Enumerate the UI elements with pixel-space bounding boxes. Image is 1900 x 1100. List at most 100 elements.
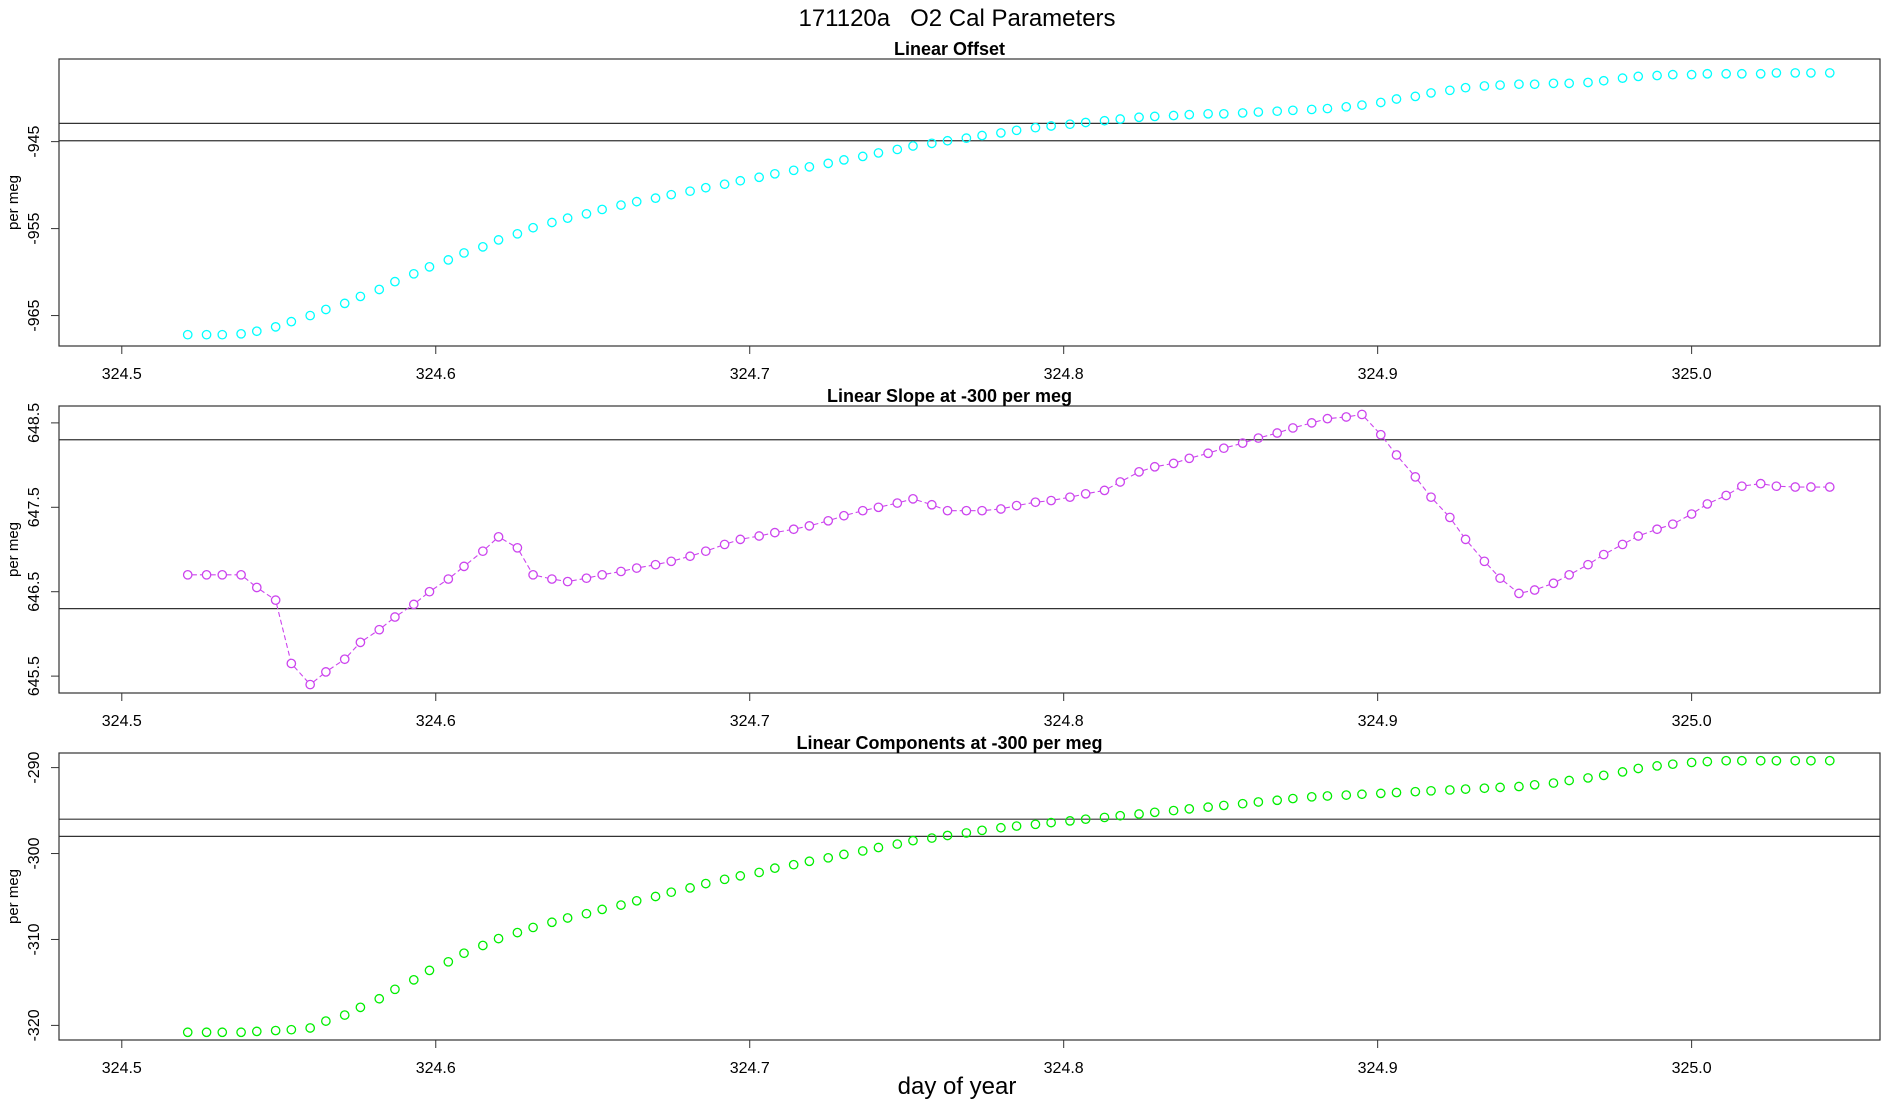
plot-frame xyxy=(58,752,1881,1041)
y-tick-label: -945 xyxy=(26,126,43,158)
panel-title: Linear Offset xyxy=(894,39,1005,59)
data-point xyxy=(1288,423,1298,433)
x-tick-label: 324.7 xyxy=(730,366,770,383)
series-line-segment xyxy=(640,564,652,568)
series-line-segment xyxy=(935,505,944,510)
series-line-segment xyxy=(624,568,633,572)
series-line-segment xyxy=(485,539,496,549)
data-point xyxy=(1790,482,1801,492)
data-point xyxy=(1115,477,1126,487)
data-point xyxy=(1633,763,1644,774)
series-line-segment xyxy=(1486,564,1498,576)
data-point xyxy=(754,172,764,183)
series-line-segment xyxy=(1020,502,1032,506)
data-point xyxy=(996,822,1006,833)
series-line-segment xyxy=(276,604,291,660)
data-point xyxy=(926,833,937,843)
data-point xyxy=(804,521,815,531)
series-line-segment xyxy=(1211,448,1220,453)
data-point xyxy=(839,510,849,521)
data-point xyxy=(478,940,488,951)
data-point xyxy=(286,658,297,669)
series-line-segment xyxy=(1193,453,1205,458)
data-point xyxy=(1065,492,1075,503)
data-point xyxy=(1410,91,1421,102)
data-point xyxy=(650,891,661,902)
series-line-segment xyxy=(1142,467,1151,472)
y-tick-label: -955 xyxy=(26,212,43,244)
x-tick-label: 324.6 xyxy=(416,366,456,383)
series-line-segment xyxy=(882,503,894,507)
data-point xyxy=(182,1027,193,1038)
series-line-segment xyxy=(916,499,928,505)
data-point xyxy=(251,326,262,337)
series-line-segment xyxy=(382,619,393,628)
data-point xyxy=(1806,755,1816,766)
series-line-segment xyxy=(501,538,515,547)
data-point xyxy=(1341,412,1352,422)
data-point xyxy=(700,182,711,193)
data-point xyxy=(1702,756,1713,767)
data-point xyxy=(1514,781,1524,792)
series-line-segment xyxy=(590,575,599,578)
series-line-segment xyxy=(1398,457,1414,475)
series-line-segment xyxy=(1382,437,1395,452)
data-point xyxy=(217,569,228,580)
data-point xyxy=(305,310,316,321)
series-line-segment xyxy=(1296,423,1308,428)
series-line-segment xyxy=(813,521,825,526)
data-point xyxy=(1755,755,1766,766)
data-point xyxy=(1479,81,1490,91)
data-point xyxy=(1617,73,1628,83)
data-point xyxy=(1737,755,1747,766)
data-point xyxy=(478,546,488,557)
data-point xyxy=(1391,787,1402,798)
data-point xyxy=(1237,108,1248,118)
data-point xyxy=(1771,755,1782,766)
data-point xyxy=(1168,805,1179,816)
data-point xyxy=(512,927,523,938)
series-line-segment xyxy=(1123,473,1136,481)
data-point xyxy=(616,200,626,210)
series-line-segment xyxy=(778,529,790,533)
y-axis-label: per meg xyxy=(5,522,22,577)
data-point xyxy=(631,895,642,906)
x-tick-label: 324.7 xyxy=(730,713,770,730)
data-point xyxy=(892,144,903,155)
x-tick-label: 324.5 xyxy=(102,713,142,730)
series-line-segment xyxy=(901,499,910,503)
data-point xyxy=(1652,70,1662,81)
data-point xyxy=(1357,409,1367,420)
data-point xyxy=(666,189,677,200)
data-point xyxy=(1253,433,1264,443)
data-point xyxy=(788,859,799,870)
data-point xyxy=(1184,804,1195,814)
data-point xyxy=(650,559,661,570)
data-point xyxy=(804,161,815,172)
series-line-segment xyxy=(1177,459,1186,463)
series-line-segment xyxy=(1538,584,1550,590)
series-line-segment xyxy=(832,516,841,521)
data-point xyxy=(631,196,642,207)
data-point xyxy=(873,842,884,853)
data-point xyxy=(1686,757,1697,768)
data-point xyxy=(1011,125,1022,136)
data-point xyxy=(1426,492,1436,503)
data-point xyxy=(977,825,987,836)
series-line-segment xyxy=(347,645,358,657)
data-point xyxy=(823,852,834,863)
series-line-segment xyxy=(1089,490,1101,494)
data-point xyxy=(1824,755,1835,766)
data-point xyxy=(1203,448,1213,459)
data-point xyxy=(1445,785,1455,795)
data-point xyxy=(374,624,385,635)
data-point xyxy=(1253,107,1264,117)
data-point xyxy=(873,502,884,513)
data-point xyxy=(1253,797,1264,807)
series-line-segment xyxy=(866,507,875,511)
x-tick-label: 324.9 xyxy=(1358,713,1398,730)
data-point xyxy=(961,828,972,838)
series-line-segment xyxy=(1607,545,1620,554)
data-point xyxy=(908,494,918,504)
